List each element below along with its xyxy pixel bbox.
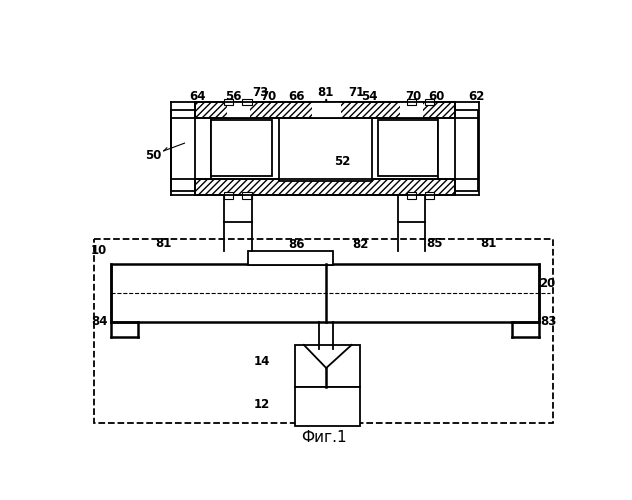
Text: 60: 60 [428,90,444,104]
Bar [195,118,455,180]
Bar [312,102,341,118]
Text: 70: 70 [260,90,277,104]
Bar [407,192,416,198]
Text: 14: 14 [254,356,270,368]
Bar [224,192,233,198]
Text: 81: 81 [480,237,497,250]
Bar [171,110,197,191]
Bar [242,98,252,104]
Bar [378,120,438,176]
Bar [295,387,360,426]
Text: 10: 10 [91,244,107,258]
Text: 73: 73 [253,86,269,99]
Text: 64: 64 [190,90,206,104]
Bar [453,110,478,191]
Text: 85: 85 [427,237,443,250]
Bar [227,102,250,118]
Text: 54: 54 [361,90,377,104]
Bar [425,98,434,104]
Text: 86: 86 [288,238,305,252]
Bar [195,102,455,118]
Text: 70: 70 [405,90,422,104]
Text: 50: 50 [145,149,162,162]
Text: 56: 56 [225,90,241,104]
Text: 62: 62 [468,90,485,104]
Bar [400,102,423,118]
Text: 81: 81 [155,237,172,250]
Text: 20: 20 [539,277,556,290]
Text: 83: 83 [540,316,557,328]
Bar [94,238,554,424]
Text: 82: 82 [353,238,369,252]
Bar [295,345,360,388]
Bar [224,98,233,104]
Bar [248,251,333,265]
Text: 71: 71 [348,86,365,99]
Text: 84: 84 [91,316,107,328]
Bar [407,98,416,104]
Text: 66: 66 [288,90,305,104]
Bar [279,118,372,181]
Text: 12: 12 [254,398,270,411]
Text: Фиг.1: Фиг.1 [301,430,347,445]
Text: 52: 52 [334,155,351,168]
Bar [111,264,538,322]
Bar [171,118,212,180]
Bar [212,120,272,176]
Bar [195,180,455,194]
Bar [438,118,478,180]
Bar [425,192,434,198]
Text: 81: 81 [317,86,334,99]
Bar [242,192,252,198]
